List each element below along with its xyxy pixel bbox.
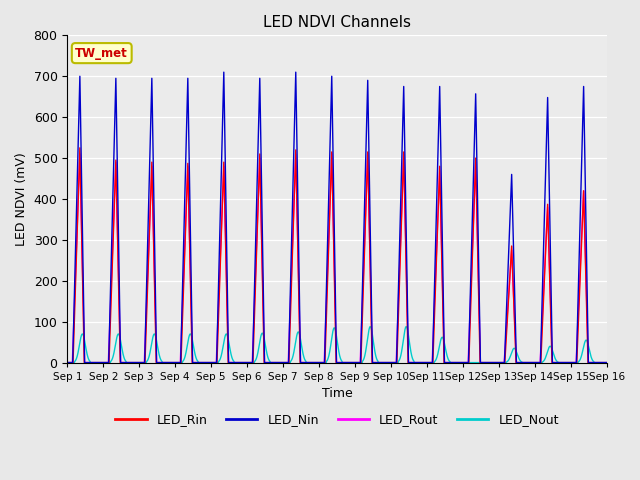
LED_Rout [63, 360, 71, 365]
LED_Nin [63, 360, 71, 365]
LED_Rout [603, 360, 611, 365]
LED_Nin [220, 69, 228, 75]
LED_Nin [173, 360, 181, 365]
LED_Rin [603, 360, 611, 365]
Line: LED_Rin: LED_Rin [67, 148, 607, 362]
Line: LED_Nin: LED_Nin [67, 72, 607, 362]
LED_Nout [601, 360, 609, 365]
LED_Nin [488, 360, 496, 365]
LED_Rout [76, 151, 84, 157]
LED_Nout [488, 360, 496, 365]
LED_Rout [488, 360, 496, 365]
LED_Nout [367, 324, 374, 329]
Legend: LED_Rin, LED_Nin, LED_Rout, LED_Nout: LED_Rin, LED_Nin, LED_Rout, LED_Nout [110, 408, 564, 431]
LED_Rout [266, 360, 273, 365]
LED_Nout [63, 360, 71, 365]
Line: LED_Nout: LED_Nout [67, 326, 607, 362]
X-axis label: Time: Time [322, 387, 353, 400]
LED_Rin [601, 360, 609, 365]
Line: LED_Rout: LED_Rout [67, 154, 607, 362]
LED_Rin [63, 360, 71, 365]
LED_Nout [412, 360, 419, 365]
LED_Rin [179, 307, 187, 313]
LED_Nin [179, 277, 186, 283]
LED_Nin [601, 360, 609, 365]
LED_Nout [266, 358, 273, 363]
LED_Rout [179, 294, 187, 300]
LED_Nin [266, 360, 273, 365]
LED_Rin [412, 360, 419, 365]
LED_Rout [173, 360, 181, 365]
Text: TW_met: TW_met [76, 47, 128, 60]
LED_Nin [412, 360, 419, 365]
Y-axis label: LED NDVI (mV): LED NDVI (mV) [15, 152, 28, 246]
LED_Rin [488, 360, 496, 365]
LED_Rout [412, 360, 419, 365]
LED_Nout [603, 360, 611, 365]
LED_Rin [173, 360, 181, 365]
Title: LED NDVI Channels: LED NDVI Channels [263, 15, 411, 30]
LED_Nin [603, 360, 611, 365]
LED_Nout [173, 360, 181, 365]
LED_Rin [266, 360, 273, 365]
LED_Nout [179, 359, 186, 364]
LED_Rout [601, 360, 609, 365]
LED_Rin [76, 145, 84, 151]
